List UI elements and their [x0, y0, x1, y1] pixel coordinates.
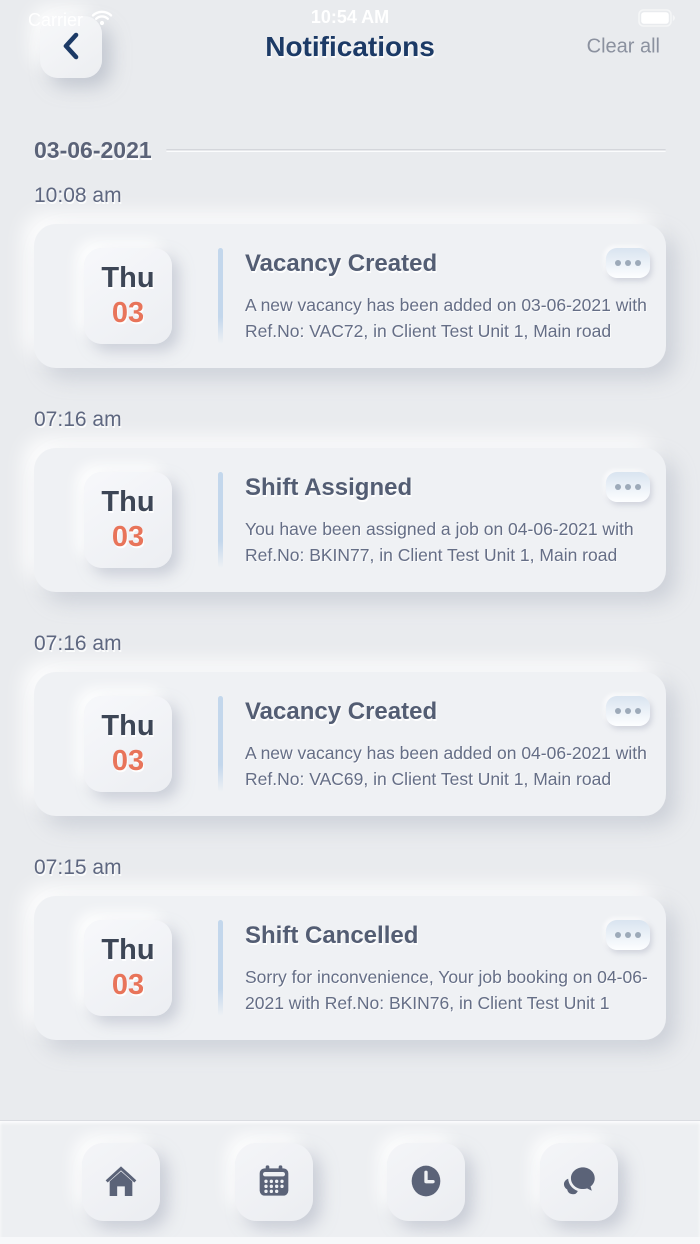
- notification-head: Shift Cancelled: [245, 920, 650, 950]
- home-icon: [101, 1161, 141, 1204]
- notification-title: Vacancy Created: [245, 250, 438, 277]
- notification-main: Vacancy Created A new vacancy has been a…: [245, 696, 650, 792]
- clock-icon: [406, 1161, 446, 1204]
- notification-date-badge: Thu 03: [84, 472, 172, 568]
- nav-home-button[interactable]: [82, 1143, 160, 1221]
- badge-day-number: 03: [111, 745, 145, 777]
- status-bar-clock: 10:54 AM: [310, 7, 390, 27]
- ellipsis-menu-button[interactable]: [606, 472, 650, 502]
- accent-line: [218, 472, 223, 568]
- notification-group: 07:16 am Thu 03 Shift Assigned You have …: [0, 408, 700, 592]
- badge-day-number: 03: [111, 521, 145, 553]
- ellipsis-menu-button[interactable]: [606, 920, 650, 950]
- chat-icon: [558, 1160, 600, 1205]
- notification-card[interactable]: Thu 03 Vacancy Created A new vacancy has…: [34, 224, 666, 368]
- bottom-nav-bar: [0, 1120, 700, 1244]
- status-bar-right: [638, 8, 676, 32]
- notification-time: 07:16 am: [34, 408, 122, 431]
- notification-main: Vacancy Created A new vacancy has been a…: [245, 248, 650, 344]
- notification-main: Shift Cancelled Sorry for inconvenience,…: [245, 920, 650, 1016]
- notification-head: Vacancy Created: [245, 248, 650, 278]
- ellipsis-menu-button[interactable]: [606, 696, 650, 726]
- battery-icon: [638, 8, 676, 32]
- accent-line: [218, 920, 223, 1016]
- nav-calendar-button[interactable]: [234, 1143, 313, 1221]
- badge-day: Thu: [101, 710, 155, 742]
- ellipsis-icon: [615, 708, 621, 714]
- notification-head: Shift Assigned: [245, 472, 650, 502]
- date-divider: [165, 148, 666, 152]
- badge-day: Thu: [101, 934, 155, 966]
- nav-chat-button[interactable]: [539, 1143, 618, 1221]
- nav-clock-button[interactable]: [387, 1143, 466, 1221]
- ellipsis-menu-button[interactable]: [606, 248, 650, 278]
- notification-body: A new vacancy has been added on 03-06-20…: [245, 295, 647, 341]
- wifi-icon: [91, 10, 113, 31]
- notification-title: Shift Cancelled: [245, 922, 419, 949]
- header: Notifications Clear all: [0, 14, 700, 80]
- notification-group: 07:16 am Thu 03 Vacancy Created A new va…: [0, 632, 700, 816]
- notification-body: A new vacancy has been added on 04-06-20…: [245, 743, 647, 789]
- accent-line: [218, 696, 223, 792]
- page-title: Notifications: [265, 31, 435, 62]
- notification-card[interactable]: Thu 03 Shift Assigned You have been assi…: [34, 448, 666, 592]
- notification-time: 10:08 am: [34, 184, 122, 207]
- date-section-header: 03-06-2021: [34, 136, 666, 164]
- notification-body: Sorry for inconvenience, Your job bookin…: [245, 967, 648, 1013]
- status-bar: Carrier 10:54 AM: [0, 0, 700, 36]
- clear-all-button[interactable]: Clear all: [586, 35, 660, 58]
- notification-body: You have been assigned a job on 04-06-20…: [245, 519, 634, 565]
- notification-title: Shift Assigned: [245, 474, 413, 501]
- badge-day-number: 03: [111, 969, 145, 1001]
- badge-day: Thu: [101, 262, 155, 294]
- notification-card[interactable]: Thu 03 Vacancy Created A new vacancy has…: [34, 672, 666, 816]
- notification-time: 07:15 am: [34, 856, 122, 879]
- notification-group: 10:08 am Thu 03 Vacancy Created A new va…: [0, 184, 700, 368]
- status-bar-left: Carrier: [28, 10, 113, 31]
- notification-list: 10:08 am Thu 03 Vacancy Created A new va…: [0, 184, 700, 1040]
- date-label: 03-06-2021: [34, 136, 152, 163]
- accent-line: [218, 248, 223, 344]
- notification-content: 03-06-2021 10:08 am Thu 03 Vacancy Creat…: [0, 136, 700, 1040]
- ellipsis-icon: [615, 260, 621, 266]
- badge-day-number: 03: [111, 297, 145, 329]
- calendar-icon: [254, 1161, 294, 1204]
- notification-date-badge: Thu 03: [84, 248, 172, 344]
- notification-time: 07:16 am: [34, 632, 122, 655]
- notification-title: Vacancy Created: [245, 698, 438, 725]
- notification-card[interactable]: Thu 03 Shift Cancelled Sorry for inconve…: [34, 896, 666, 1040]
- notification-head: Vacancy Created: [245, 696, 650, 726]
- notification-date-badge: Thu 03: [84, 696, 172, 792]
- back-button[interactable]: [40, 16, 102, 78]
- notification-date-badge: Thu 03: [84, 920, 172, 1016]
- ellipsis-icon: [615, 484, 621, 490]
- ellipsis-icon: [615, 932, 621, 938]
- notification-group: 07:15 am Thu 03 Shift Cancelled Sorry fo…: [0, 856, 700, 1040]
- home-indicator-area: [0, 1237, 700, 1244]
- carrier-label: Carrier: [28, 9, 84, 30]
- chevron-left-icon: [58, 31, 84, 64]
- badge-day: Thu: [101, 486, 155, 518]
- notification-main: Shift Assigned You have been assigned a …: [245, 472, 650, 568]
